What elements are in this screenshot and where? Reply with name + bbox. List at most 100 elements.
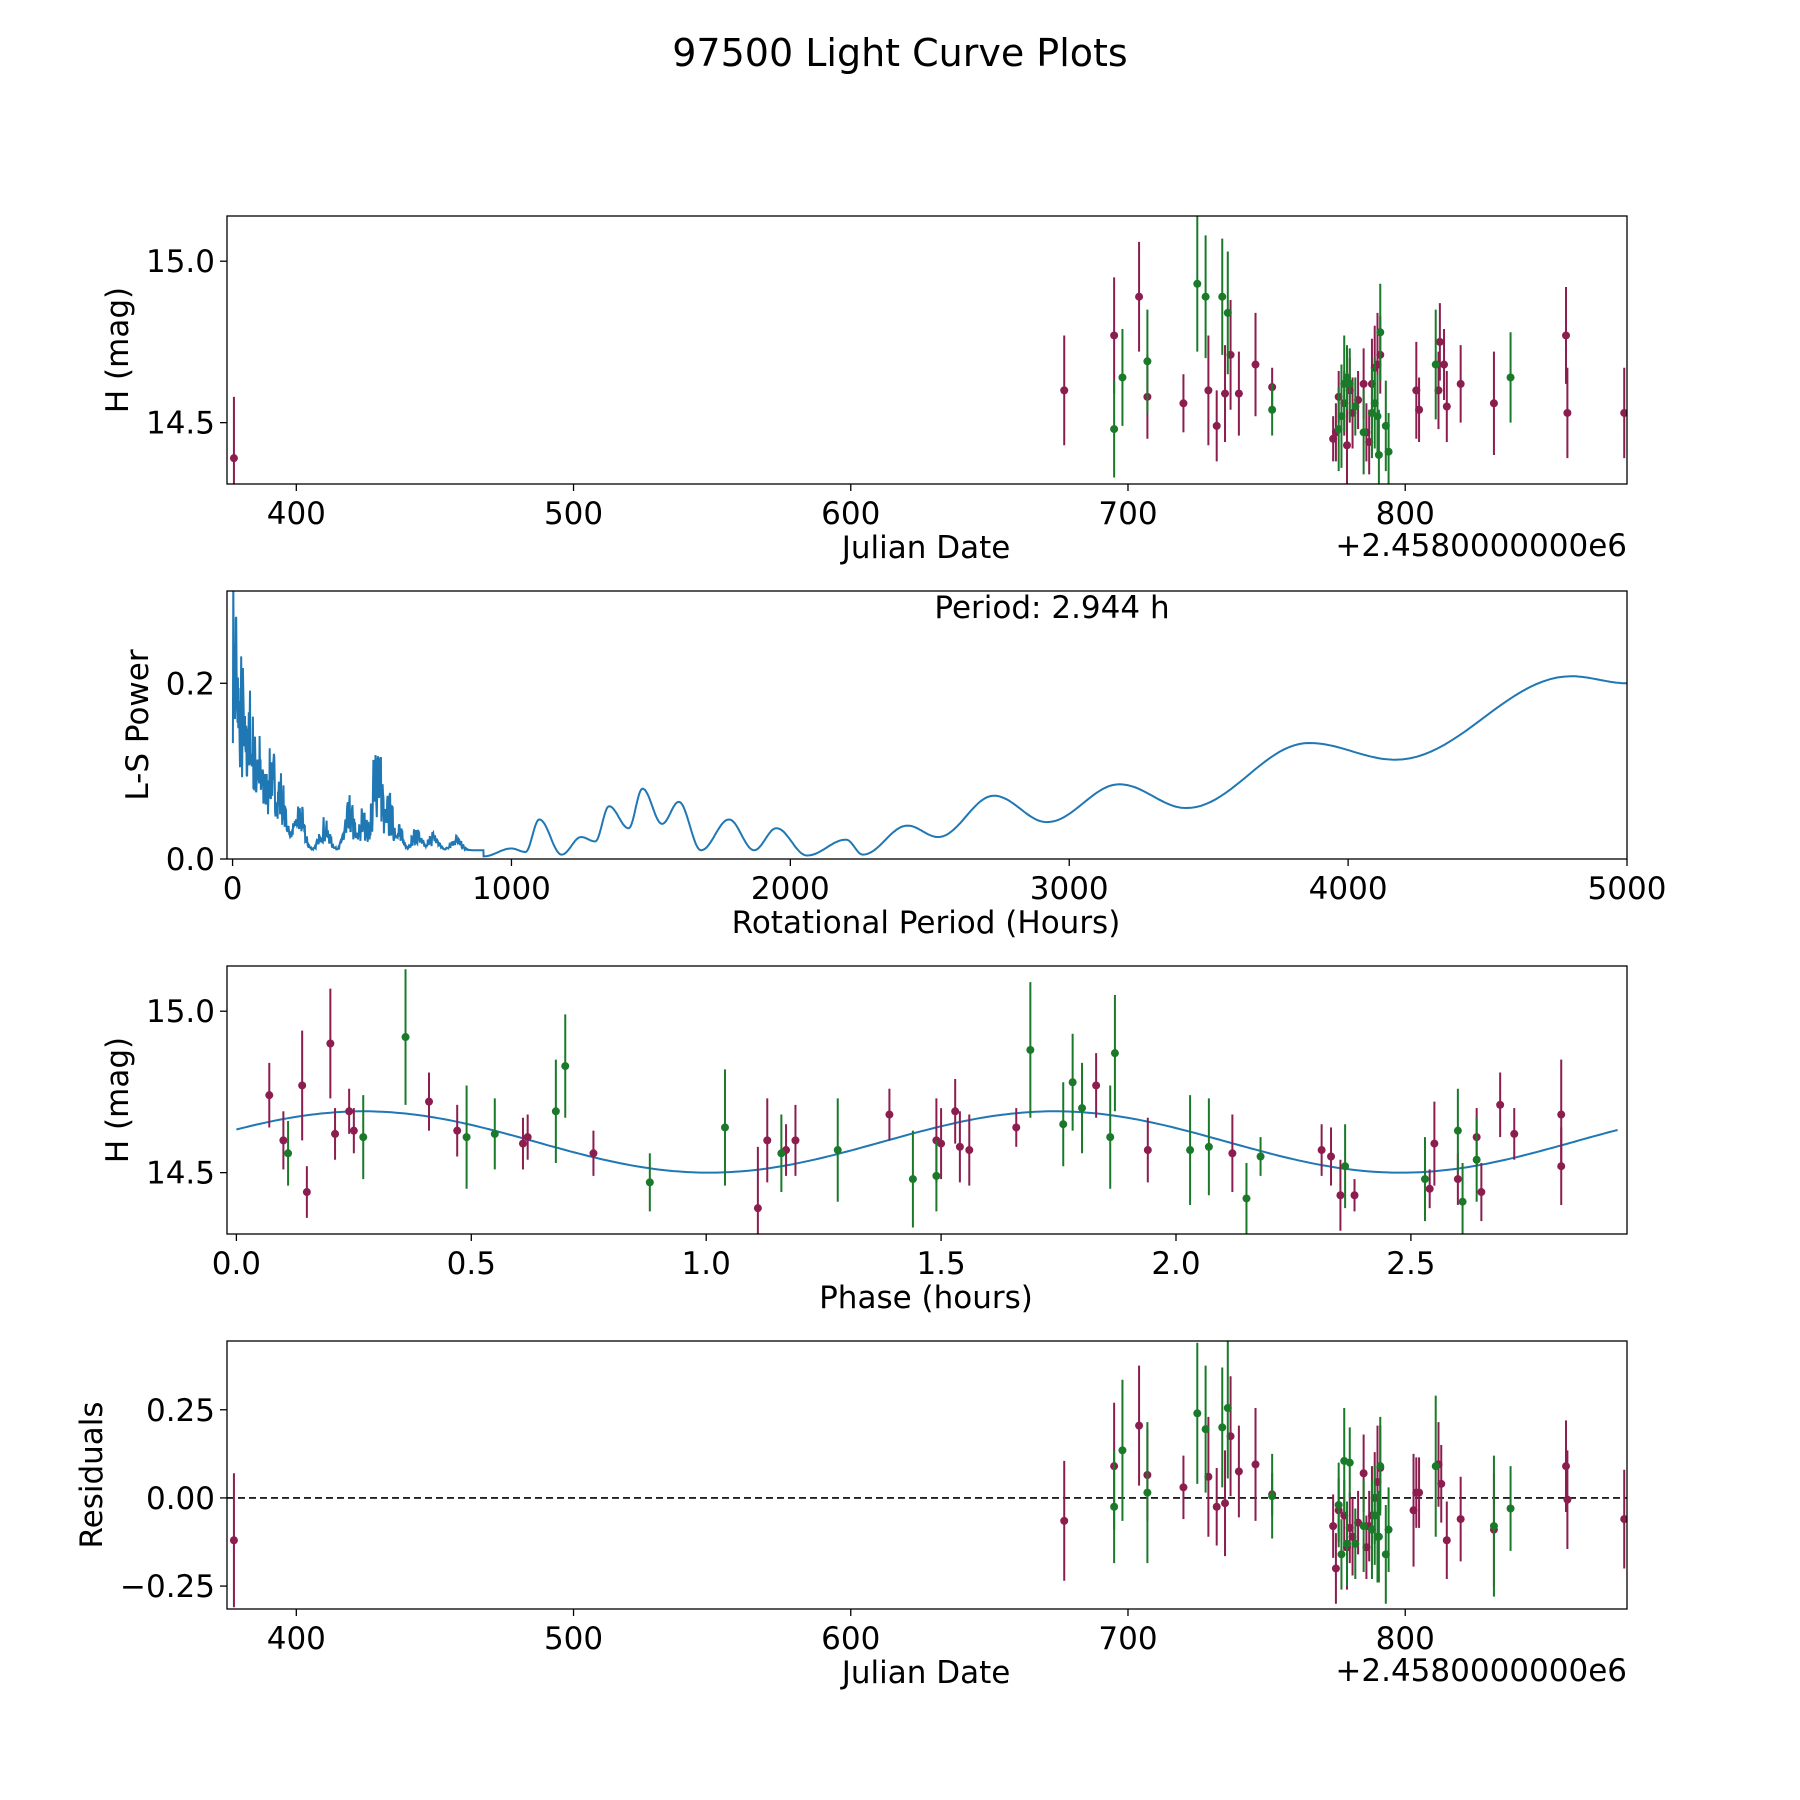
x-tick-label: 800 [1376,1621,1435,1657]
data-point-magenta [1620,1515,1627,1524]
data-point-magenta [1179,399,1188,408]
data-point-magenta [1415,405,1424,414]
data-point-green [401,1033,410,1042]
data-point-green [1453,1126,1462,1135]
data-point-magenta [1212,421,1221,430]
data-point-green [1384,1525,1393,1534]
data-point-magenta [1435,337,1444,346]
periodogram-xlabel: Rotational Period (Hours) [732,905,1121,941]
data-point-green [1201,1425,1210,1434]
data-point-magenta [229,454,238,463]
figure-title: 97500 Light Curve Plots [672,31,1127,75]
data-point-magenta [265,1091,274,1100]
data-point-magenta [331,1129,340,1138]
data-point-green [551,1107,560,1116]
data-point-magenta [1251,360,1260,369]
data-point-magenta [791,1136,800,1145]
data-point-green [1242,1194,1251,1203]
x-tick-label: 800 [1376,496,1435,532]
data-point-green [1351,1539,1360,1548]
x-tick-label: 1.0 [682,1246,731,1282]
data-point-magenta [1135,1421,1144,1430]
data-point-green [1334,1500,1343,1509]
data-point-magenta [1359,379,1368,388]
data-point-magenta [1453,1175,1462,1184]
data-point-magenta [951,1107,960,1116]
data-point-magenta [1477,1188,1486,1197]
data-point-green [1268,405,1277,414]
data-point-green [1193,1409,1202,1418]
data-point-magenta [1440,360,1449,369]
data-point-magenta [523,1133,532,1142]
data-point-magenta [1415,1488,1424,1497]
data-point-green [1204,1142,1213,1151]
data-point-green [1218,292,1227,301]
y-tick-label: 0.25 [146,1393,215,1429]
data-point-green [1256,1152,1265,1161]
data-point-magenta [1562,1462,1571,1471]
phasefold-ticks: 0.0 0.5 1.0 1.5 2.0 2.5 14.5 15.0 [146,994,1436,1282]
x-tick-label: 500 [544,1621,603,1657]
periodogram-annotation: Period: 2.944 h [934,590,1169,626]
periodogram-ylabel: L-S Power [120,649,156,800]
data-point-green [777,1149,786,1158]
data-point-magenta [1179,1483,1188,1492]
data-point-green [1376,1462,1385,1471]
data-point-magenta [1562,331,1571,340]
panel-phasefold: 0.0 0.5 1.0 1.5 2.0 2.5 14.5 15.0 H (mag) Phase… [100,965,1628,1316]
data-point-magenta [1350,1191,1359,1200]
x-tick-label: 600 [821,1621,880,1657]
data-point-green [1106,1133,1115,1142]
data-point-magenta [1060,1516,1069,1525]
y-tick-label: 14.5 [146,1156,215,1192]
data-point-green [1506,373,1515,382]
x-tick-label: 2.0 [1151,1246,1200,1282]
data-point-magenta [1143,1146,1152,1155]
phasefold-frame [226,965,1628,1235]
data-point-magenta [937,1139,946,1148]
phasefold-xlabel: Phase (hours) [819,1280,1033,1316]
data-point-green [1359,428,1368,437]
data-point-green [1472,1155,1481,1164]
data-point-magenta [1442,1536,1451,1545]
data-point-magenta [453,1126,462,1135]
x-tick-label: 3000 [1030,871,1109,907]
data-point-green [1110,1502,1119,1511]
y-tick-label: 0.2 [166,666,215,702]
x-tick-label: 0 [223,871,243,907]
residuals-ylabel: Residuals [74,1401,110,1548]
lightcurve-xlabel: Julian Date [840,530,1011,566]
x-tick-label: 500 [544,496,603,532]
data-point-magenta [763,1136,772,1145]
data-point-magenta [965,1146,974,1155]
data-point-green [1420,1175,1429,1184]
data-point-green [1337,1550,1346,1559]
data-point-green [1268,1492,1277,1501]
data-point-magenta [1234,389,1243,398]
data-point-green [1143,1488,1152,1497]
x-tick-label: 1.5 [916,1246,965,1282]
data-point-green [462,1133,471,1142]
y-tick-label: 0.00 [146,1481,215,1517]
data-point-magenta [1060,386,1069,395]
data-point-green [359,1133,368,1142]
data-point-green [1026,1045,1035,1054]
data-point-green [645,1178,654,1187]
y-tick-label: 0.0 [166,842,215,878]
x-tick-label: 600 [821,496,880,532]
data-point-magenta [1620,408,1627,417]
lightcurve-marks [229,216,1627,484]
data-point-magenta [1331,1564,1340,1573]
data-point-magenta [279,1136,288,1145]
data-point-green [1351,402,1360,411]
data-point-magenta [1092,1081,1101,1090]
data-point-magenta [1359,1469,1368,1478]
residuals-ticks: 400 500 600 700 800 −0.25 0.00 0.25 [120,1393,1435,1657]
data-point-magenta [298,1081,307,1090]
periodogram-line [231,591,1627,858]
data-point-green [1345,379,1354,388]
data-point-green [1345,1458,1354,1467]
data-point-magenta [1496,1100,1505,1109]
data-point-magenta [1557,1110,1566,1119]
data-point-green [1143,357,1152,366]
